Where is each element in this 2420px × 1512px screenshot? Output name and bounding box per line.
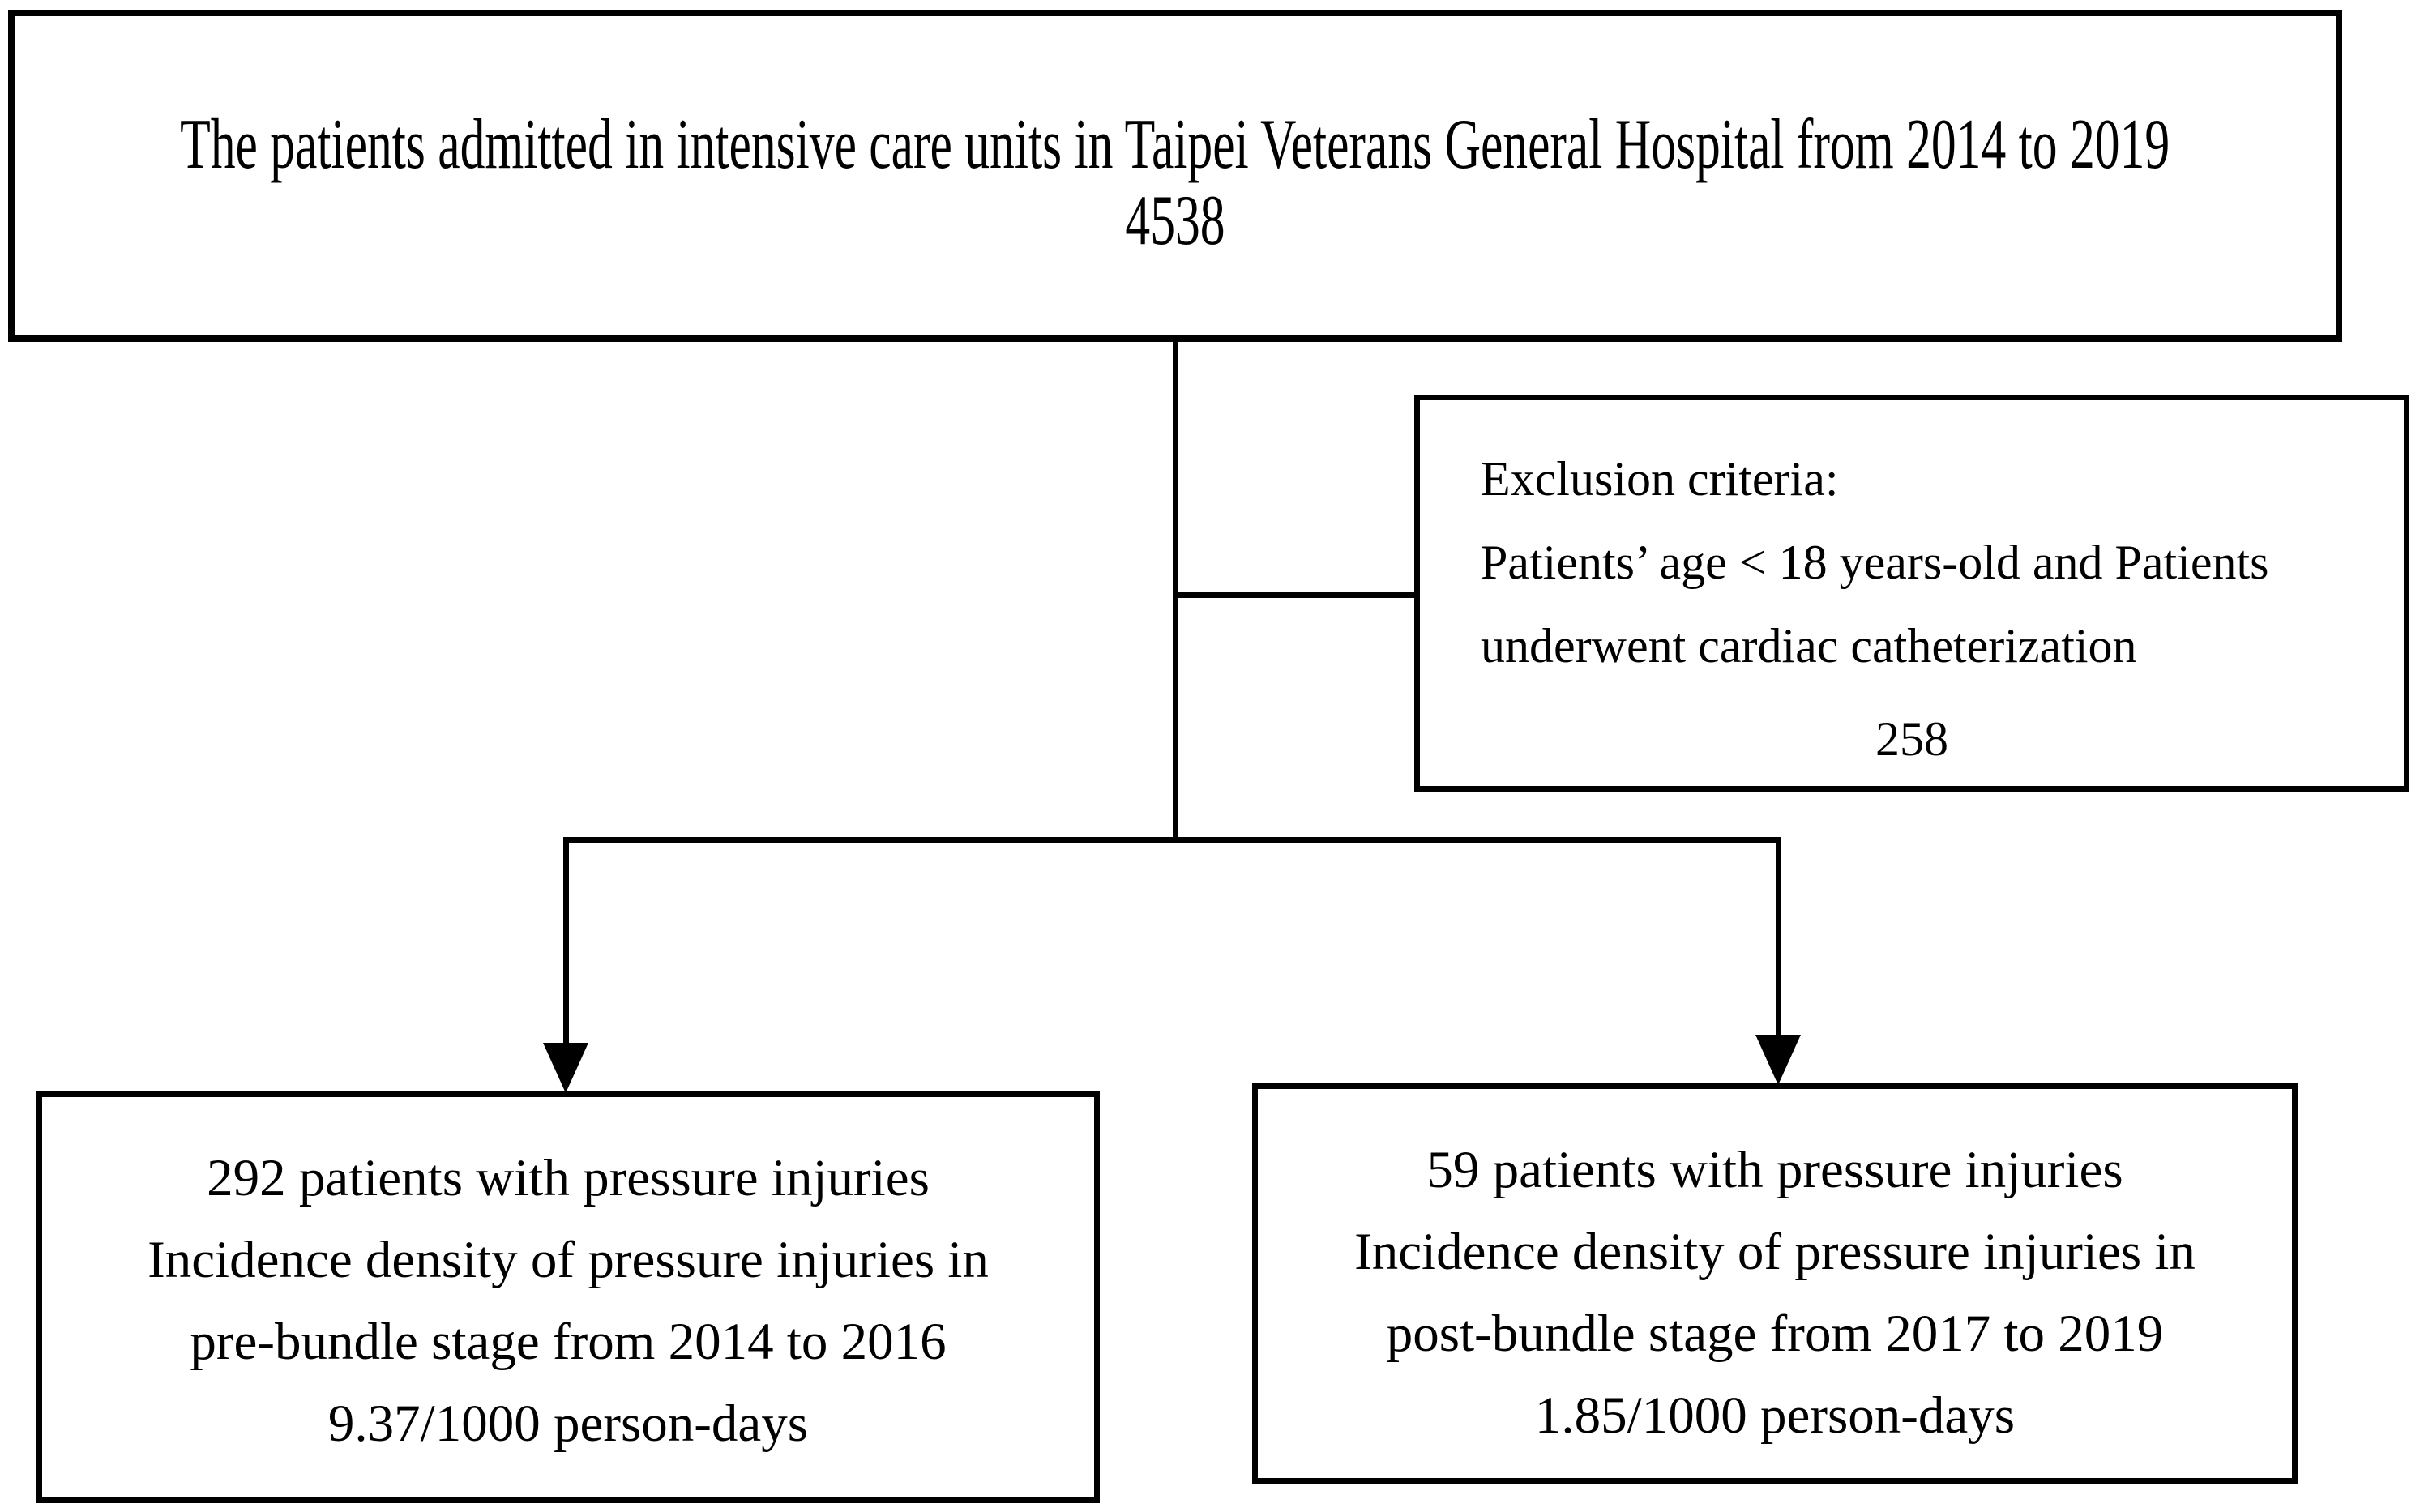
post-bundle-incidence: 1.85/1000 person-days — [1534, 1386, 2016, 1445]
pre-bundle-box: 292 patients with pressure injuries Inci… — [36, 1091, 1100, 1503]
pre-bundle-incidence: 9.37/1000 person-days — [327, 1395, 809, 1453]
exclusion-title: Exclusion criteria: — [1481, 452, 1839, 506]
pre-bundle-line-2: Incidence density of pressure injuries i… — [148, 1231, 989, 1289]
pre-bundle-line-3: pre-bundle stage from 2014 to 2016 — [190, 1313, 947, 1371]
connector-exclusion-horizontal — [1175, 592, 1414, 598]
admitted-count: 4538 — [1125, 182, 1225, 260]
connector-left-drop — [563, 837, 569, 1046]
post-bundle-line-2: Incidence density of pressure injuries i… — [1354, 1223, 2196, 1281]
admitted-patients-box: The patients admitted in intensive care … — [8, 10, 2342, 342]
down-arrowhead-right-icon — [1755, 1035, 1801, 1085]
connector-right-drop — [1776, 837, 1781, 1038]
post-bundle-line-3: post-bundle stage from 2017 to 2019 — [1386, 1305, 2164, 1363]
post-bundle-line-1: 59 patients with pressure injuries — [1426, 1141, 2123, 1199]
down-arrowhead-left-icon — [543, 1043, 588, 1093]
connector-main-vertical — [1173, 339, 1178, 842]
exclusion-line-2: underwent cardiac catheterization — [1481, 619, 2137, 673]
post-bundle-box: 59 patients with pressure injuries Incid… — [1252, 1083, 2298, 1484]
admitted-description: The patients admitted in intensive care … — [180, 105, 2170, 184]
exclusion-criteria-box: Exclusion criteria: Patients’ age < 18 y… — [1414, 395, 2409, 792]
pre-bundle-line-1: 292 patients with pressure injuries — [207, 1149, 930, 1207]
connector-branch-horizontal — [563, 837, 1781, 843]
excluded-count: 258 — [1875, 712, 1948, 766]
exclusion-line-1: Patients’ age < 18 years-old and Patient… — [1481, 536, 2269, 589]
